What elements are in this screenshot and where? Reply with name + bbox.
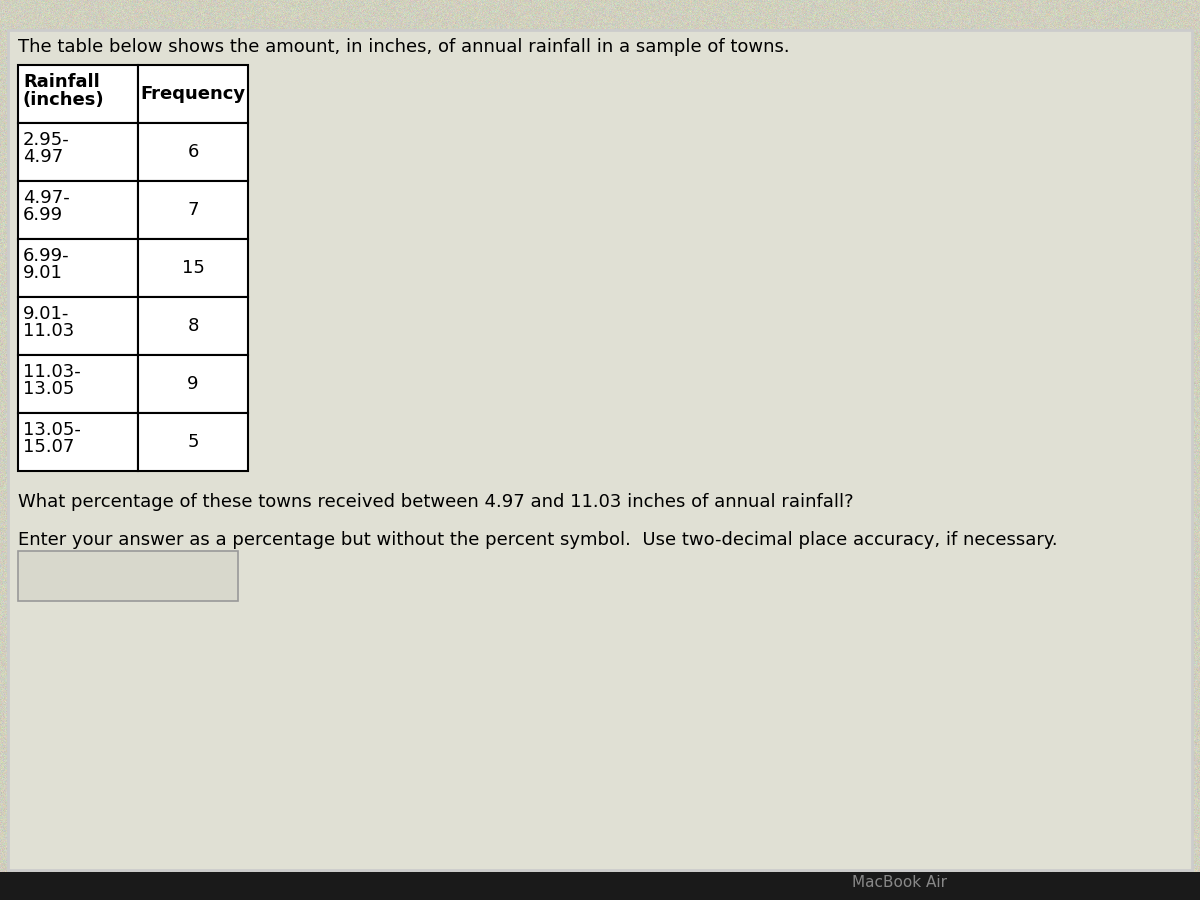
Bar bbox=[138, 65, 248, 123]
Text: 6.99: 6.99 bbox=[23, 206, 64, 224]
Bar bbox=[138, 355, 248, 413]
Text: 9.01-: 9.01- bbox=[23, 305, 70, 323]
Bar bbox=[18, 123, 138, 181]
Text: 5: 5 bbox=[187, 433, 199, 451]
Bar bbox=[18, 355, 138, 413]
Text: MacBook Air: MacBook Air bbox=[852, 875, 948, 890]
Text: Frequency: Frequency bbox=[140, 85, 246, 103]
Bar bbox=[18, 297, 138, 355]
Text: Rainfall: Rainfall bbox=[23, 73, 100, 91]
Text: 7: 7 bbox=[187, 201, 199, 219]
Text: 9: 9 bbox=[187, 375, 199, 393]
Text: 6: 6 bbox=[187, 143, 199, 161]
Bar bbox=[18, 413, 138, 471]
Text: The table below shows the amount, in inches, of annual rainfall in a sample of t: The table below shows the amount, in inc… bbox=[18, 38, 790, 56]
Bar bbox=[138, 181, 248, 239]
Text: 4.97: 4.97 bbox=[23, 148, 64, 166]
Text: What percentage of these towns received between 4.97 and 11.03 inches of annual : What percentage of these towns received … bbox=[18, 493, 853, 511]
Bar bbox=[138, 123, 248, 181]
Text: 15.07: 15.07 bbox=[23, 438, 74, 456]
Text: 13.05-: 13.05- bbox=[23, 421, 80, 439]
Text: Enter your answer as a percentage but without the percent symbol.  Use two-decim: Enter your answer as a percentage but wi… bbox=[18, 531, 1057, 549]
Text: 9.01: 9.01 bbox=[23, 264, 62, 282]
Text: 6.99-: 6.99- bbox=[23, 247, 70, 265]
Bar bbox=[18, 551, 238, 601]
Bar bbox=[18, 181, 138, 239]
Text: 11.03-: 11.03- bbox=[23, 363, 80, 381]
Text: 2.95-: 2.95- bbox=[23, 131, 70, 149]
Text: 8: 8 bbox=[187, 317, 199, 335]
Bar bbox=[138, 413, 248, 471]
Text: 11.03: 11.03 bbox=[23, 322, 74, 340]
Bar bbox=[138, 297, 248, 355]
Bar bbox=[0, 872, 1200, 900]
Bar bbox=[18, 239, 138, 297]
Text: 15: 15 bbox=[181, 259, 204, 277]
Text: (inches): (inches) bbox=[23, 91, 104, 109]
Bar bbox=[18, 65, 138, 123]
Bar bbox=[138, 239, 248, 297]
Text: 13.05: 13.05 bbox=[23, 380, 74, 398]
Text: 4.97-: 4.97- bbox=[23, 189, 70, 207]
